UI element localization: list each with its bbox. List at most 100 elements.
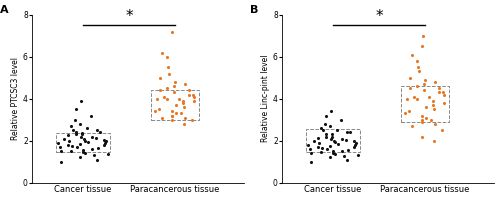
Point <box>440 101 448 105</box>
Point <box>337 118 345 121</box>
Point <box>170 91 178 94</box>
Point <box>322 147 330 151</box>
Point <box>420 78 428 81</box>
Point <box>304 143 312 146</box>
Text: B: B <box>250 5 258 15</box>
Point <box>94 146 102 150</box>
Point <box>188 118 196 121</box>
Point <box>156 89 164 92</box>
Point <box>352 141 360 144</box>
Point <box>418 120 426 123</box>
Point <box>82 127 90 130</box>
Point <box>314 136 322 139</box>
Point <box>414 66 422 69</box>
Point <box>84 140 92 143</box>
Point <box>76 156 84 159</box>
Point <box>101 141 109 144</box>
Point <box>81 152 89 155</box>
Point <box>326 144 334 148</box>
Point <box>190 93 198 96</box>
Point <box>406 87 414 90</box>
Point <box>72 145 80 149</box>
Point <box>164 87 172 90</box>
Point <box>438 129 446 132</box>
Point <box>318 146 326 150</box>
Point <box>326 156 334 159</box>
Point <box>435 87 443 90</box>
Point <box>87 114 95 117</box>
Point <box>168 118 175 121</box>
Point <box>440 91 448 94</box>
Text: A: A <box>0 5 8 15</box>
Point <box>418 45 426 48</box>
Point <box>420 89 428 92</box>
Point <box>346 131 354 134</box>
Point <box>354 154 362 157</box>
Point <box>168 114 176 117</box>
Point <box>154 108 162 111</box>
Point <box>410 95 418 98</box>
Point <box>151 110 159 113</box>
Point <box>326 110 334 113</box>
Point <box>322 133 330 136</box>
Point <box>414 85 422 88</box>
Point <box>180 122 188 126</box>
Point <box>330 139 338 142</box>
Point <box>404 110 412 113</box>
Point <box>76 99 84 102</box>
Point <box>64 134 72 137</box>
Point <box>178 99 186 102</box>
Point <box>436 91 444 94</box>
Point <box>430 139 438 142</box>
Point <box>329 152 337 155</box>
Point <box>102 139 110 142</box>
Point <box>319 129 327 132</box>
Point <box>406 76 414 79</box>
Point <box>342 138 349 141</box>
Point <box>329 150 337 153</box>
Point <box>401 112 409 115</box>
Point <box>163 55 171 58</box>
Point <box>418 135 426 138</box>
Point <box>88 147 96 151</box>
Point <box>431 80 439 84</box>
Y-axis label: Relative PTCSC3 level: Relative PTCSC3 level <box>11 57 20 140</box>
Point <box>72 108 80 111</box>
Point <box>88 135 96 138</box>
Point <box>334 142 342 145</box>
Bar <box>306 129 360 152</box>
Point <box>431 122 439 126</box>
Point <box>60 137 68 140</box>
Point <box>77 135 85 138</box>
Point <box>68 144 76 148</box>
Point <box>186 93 194 96</box>
Point <box>180 106 188 109</box>
Point <box>307 160 315 163</box>
Point <box>408 124 416 128</box>
Point <box>100 143 108 146</box>
Point <box>78 132 86 135</box>
Point <box>92 136 100 139</box>
Point <box>413 59 421 63</box>
Point <box>344 158 351 161</box>
Point <box>69 129 77 132</box>
Point <box>76 122 84 126</box>
Point <box>176 112 184 115</box>
Point <box>76 142 84 145</box>
Point <box>408 53 416 56</box>
Point <box>430 108 438 111</box>
Point <box>54 141 62 144</box>
Point <box>338 150 346 153</box>
Point <box>418 118 426 121</box>
Point <box>328 133 336 136</box>
Point <box>172 112 180 115</box>
Point <box>342 131 350 134</box>
Point <box>164 66 172 69</box>
Point <box>338 137 345 140</box>
Point <box>422 116 430 119</box>
Point <box>72 133 80 136</box>
Point <box>326 124 334 128</box>
Point <box>306 147 314 151</box>
Point <box>104 153 112 156</box>
Point <box>314 145 322 149</box>
